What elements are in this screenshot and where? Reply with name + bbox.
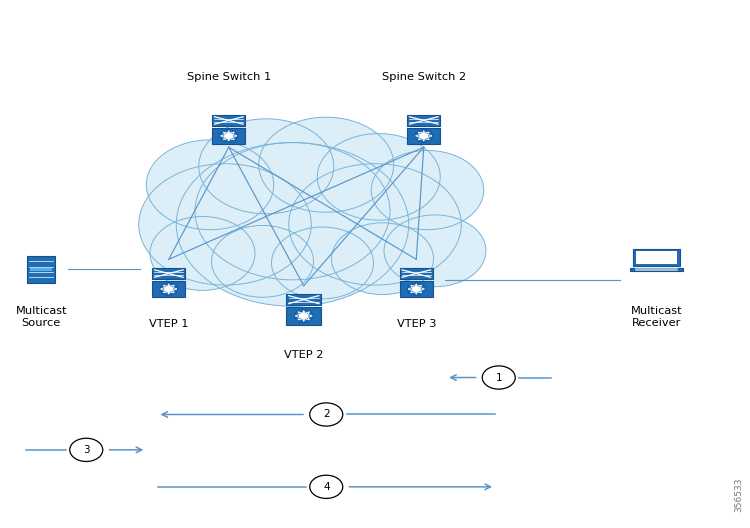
- Circle shape: [289, 164, 461, 285]
- Circle shape: [299, 313, 308, 319]
- Circle shape: [160, 283, 178, 295]
- Circle shape: [295, 309, 313, 323]
- FancyBboxPatch shape: [286, 307, 321, 325]
- FancyBboxPatch shape: [152, 281, 185, 297]
- Circle shape: [176, 143, 409, 306]
- Text: VTEP 1: VTEP 1: [149, 319, 188, 329]
- FancyBboxPatch shape: [630, 268, 682, 271]
- Circle shape: [70, 438, 103, 461]
- Text: VTEP 3: VTEP 3: [397, 319, 436, 329]
- Circle shape: [220, 130, 238, 142]
- FancyBboxPatch shape: [407, 128, 440, 144]
- Circle shape: [139, 164, 311, 285]
- Circle shape: [259, 117, 394, 212]
- Circle shape: [384, 215, 486, 287]
- Circle shape: [415, 130, 433, 142]
- Circle shape: [146, 140, 274, 230]
- Circle shape: [332, 223, 434, 295]
- Circle shape: [407, 283, 425, 295]
- Text: 4: 4: [323, 482, 329, 492]
- Circle shape: [371, 150, 484, 230]
- FancyBboxPatch shape: [152, 268, 185, 279]
- FancyBboxPatch shape: [636, 251, 676, 265]
- Circle shape: [317, 134, 440, 220]
- Circle shape: [310, 403, 343, 426]
- Circle shape: [412, 286, 421, 293]
- Circle shape: [199, 119, 334, 214]
- FancyBboxPatch shape: [212, 115, 245, 126]
- FancyBboxPatch shape: [407, 115, 440, 126]
- FancyBboxPatch shape: [30, 268, 52, 271]
- Circle shape: [310, 475, 343, 498]
- Circle shape: [419, 133, 428, 139]
- Circle shape: [224, 133, 233, 139]
- FancyBboxPatch shape: [286, 294, 321, 305]
- Circle shape: [211, 225, 314, 297]
- Text: 356533: 356533: [734, 478, 743, 512]
- FancyBboxPatch shape: [633, 249, 680, 267]
- Text: 2: 2: [323, 410, 329, 419]
- Text: Spine Switch 2: Spine Switch 2: [382, 72, 466, 82]
- Text: VTEP 2: VTEP 2: [284, 350, 323, 360]
- Circle shape: [272, 227, 374, 299]
- FancyBboxPatch shape: [400, 281, 433, 297]
- Text: Multicast
Source: Multicast Source: [16, 306, 67, 328]
- FancyBboxPatch shape: [400, 268, 433, 279]
- Text: Spine Switch 1: Spine Switch 1: [187, 72, 271, 82]
- FancyBboxPatch shape: [212, 128, 245, 144]
- Text: 3: 3: [83, 445, 89, 455]
- Circle shape: [482, 366, 515, 389]
- Text: Multicast
Receiver: Multicast Receiver: [631, 306, 682, 328]
- FancyBboxPatch shape: [27, 256, 56, 283]
- Circle shape: [150, 216, 255, 290]
- Circle shape: [195, 143, 390, 280]
- Circle shape: [164, 286, 173, 293]
- Text: 1: 1: [496, 373, 502, 382]
